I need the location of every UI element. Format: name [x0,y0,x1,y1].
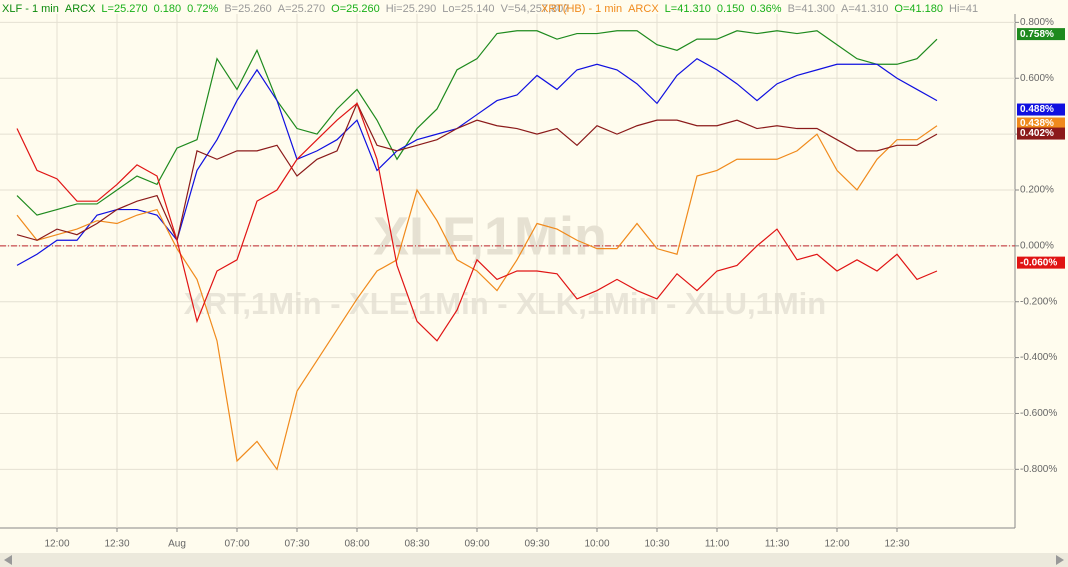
x-tick-label: 07:00 [224,539,249,550]
header-item: O=25.260 [331,3,380,15]
last-value-label: 0.758% [1020,29,1054,40]
y-tick-label: 0.600% [1020,73,1054,84]
x-tick-label: 10:30 [644,539,669,550]
header-item: 0.150 [717,3,745,15]
x-tick-label: 07:30 [284,539,309,550]
watermark-sub: XRT,1Min - XLE,1Min - XLK,1Min - XLU,1Mi… [184,286,826,321]
x-tick-label: 12:30 [104,539,129,550]
x-tick-label: 09:00 [464,539,489,550]
y-tick-label: 0.000% [1020,240,1054,251]
header-item: V=54,257,807 [501,3,570,15]
series-line [16,102,938,342]
header-item: L=41.310 [665,3,711,15]
x-tick-label: 10:00 [584,539,609,550]
header-line: XLF - 1 min ARCX L=25.270 0.180 0.72% B=25.26… [2,3,569,15]
scrollbar[interactable] [0,553,1068,567]
y-tick-label: -0.800% [1020,464,1057,475]
last-value-tag [1017,256,1065,269]
header-item: Hi=25.290 [386,3,436,15]
x-tick-label: 08:00 [344,539,369,550]
header-item: XRT(HB) - 1 min [541,3,622,15]
last-value-label: -0.060% [1020,257,1057,268]
last-value-tag [1017,28,1065,41]
header-item: O=41.180 [894,3,943,15]
header-item: ARCX [628,3,659,15]
series-line [16,125,938,471]
last-value-tag [1017,127,1065,140]
y-tick-label: -0.600% [1020,408,1057,419]
header-item: ARCX [65,3,96,15]
x-tick-label: 12:00 [44,539,69,550]
header-item: A=41.310 [841,3,888,15]
scroll-right[interactable] [1056,555,1064,565]
y-tick-label: -0.400% [1020,352,1057,363]
x-tick-label: 11:30 [765,539,790,550]
last-value-label: 0.438% [1020,118,1054,129]
header-item: 0.180 [154,3,182,15]
last-value-label: 0.488% [1020,104,1054,115]
header-item: XLF - 1 min [2,3,59,15]
watermark-main: XLF,1Min [373,206,607,266]
header-line: XRT(HB) - 1 min ARCX L=41.310 0.150 0.36% B=4… [541,3,978,15]
y-tick-label: -0.200% [1020,296,1057,307]
x-tick-label: 12:00 [824,539,849,550]
series-line [16,30,938,216]
x-tick-label: 11:00 [705,539,730,550]
last-value-label: 0.402% [1020,128,1054,139]
y-tick-label: 0.200% [1020,185,1054,196]
series-line [16,101,938,243]
header-item: Lo=25.140 [442,3,494,15]
series-line [16,57,938,266]
header-item: 0.36% [750,3,781,15]
header-item: L=25.270 [101,3,147,15]
scroll-left[interactable] [4,555,12,565]
x-tick-label: 08:30 [404,539,429,550]
x-tick-label: 12:30 [884,539,909,550]
last-value-tag [1017,103,1065,116]
last-value-tag [1017,117,1065,130]
header-item: B=25.260 [224,3,271,15]
header-item: 0.72% [187,3,218,15]
y-tick-label: 0.800% [1020,17,1054,28]
x-tick-label: 09:30 [524,539,549,550]
header-item: B=41.300 [788,3,835,15]
header-item: Hi=41 [949,3,978,15]
x-tick-label: Aug [168,539,186,550]
header-item: A=25.270 [278,3,325,15]
